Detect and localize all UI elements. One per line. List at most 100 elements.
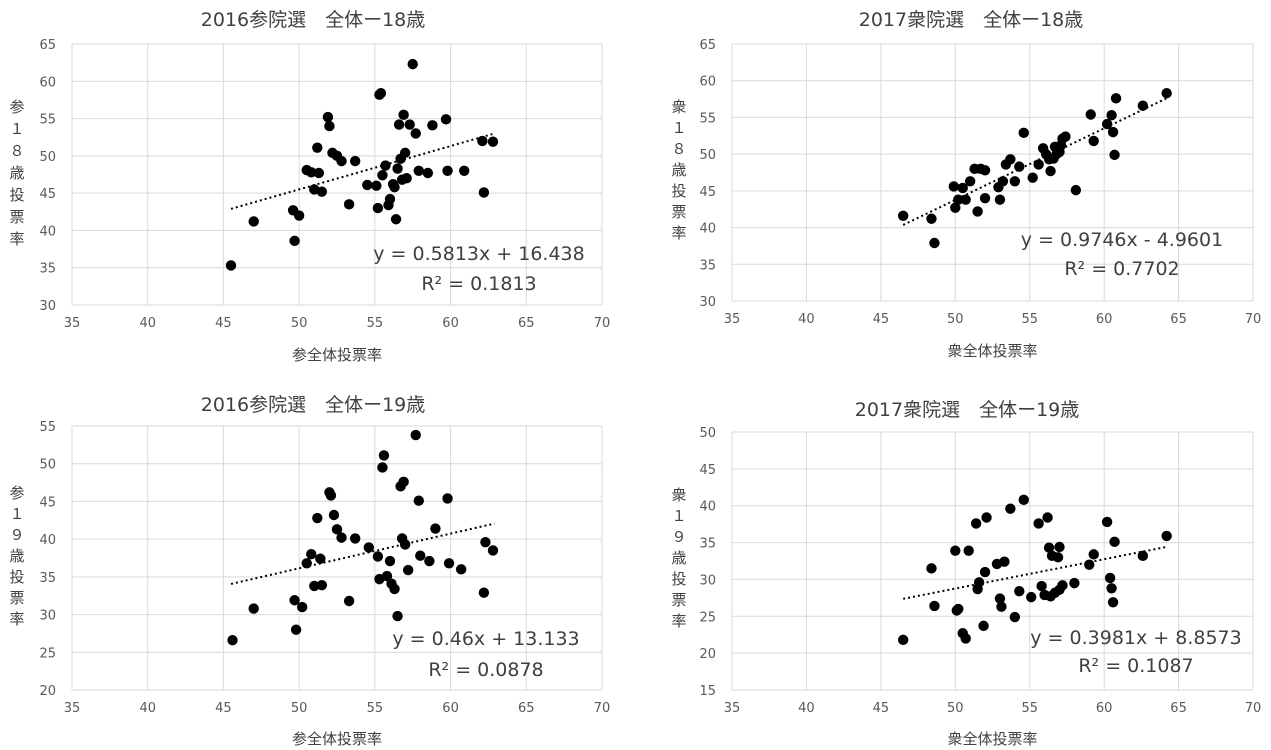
x-tick-label: 50 xyxy=(947,701,964,716)
y-tick-label: 55 xyxy=(699,111,716,126)
r-squared-label: R² = 0.7702 xyxy=(1064,258,1179,280)
x-tick-label: 45 xyxy=(873,701,890,716)
x-axis-title: 衆全体投票率 xyxy=(947,730,1037,748)
data-point xyxy=(478,187,490,198)
data-point xyxy=(950,202,961,213)
data-point xyxy=(392,163,403,174)
data-point xyxy=(1069,577,1080,589)
y-tick-label: 35 xyxy=(39,571,56,586)
data-point xyxy=(1085,109,1096,120)
y-axis-title: 参１８歳投票率 xyxy=(9,98,24,248)
data-point xyxy=(248,216,259,227)
data-point xyxy=(349,155,361,167)
data-point xyxy=(389,583,400,595)
data-point xyxy=(248,603,259,614)
data-point xyxy=(325,490,337,501)
data-point xyxy=(377,170,388,181)
data-point xyxy=(948,181,959,192)
data-point xyxy=(378,450,390,461)
x-axis-title: 参全体投票率 xyxy=(292,346,382,364)
x-tick-label: 70 xyxy=(1245,312,1262,327)
data-point xyxy=(225,260,237,271)
data-point xyxy=(999,556,1010,567)
data-point xyxy=(1110,93,1122,104)
x-tick-label: 70 xyxy=(594,701,611,716)
data-point xyxy=(487,545,499,556)
trendline-equation: y = 0.46x + 13.133 xyxy=(392,628,579,650)
y-tick-label: 45 xyxy=(699,185,716,200)
x-tick-label: 60 xyxy=(1096,312,1113,327)
y-tick-label: 65 xyxy=(699,38,716,53)
y-tick-label: 15 xyxy=(699,684,716,699)
data-point xyxy=(994,593,1006,604)
scatter-chart-2: 35 40 45 50 55 60 65 70 30 35 40 45 50 55 60 65 2017衆院選 … xyxy=(671,9,1261,360)
data-point xyxy=(336,155,347,167)
y-tick-label: 20 xyxy=(699,647,716,662)
data-point xyxy=(1005,154,1016,165)
data-point xyxy=(1033,159,1044,170)
data-point xyxy=(953,603,964,615)
data-point xyxy=(349,533,361,544)
data-point xyxy=(375,88,387,99)
data-point xyxy=(979,566,991,578)
trendline-equation: y = 0.5813x + 16.438 xyxy=(373,243,584,265)
data-point xyxy=(926,213,937,224)
data-point xyxy=(929,600,940,612)
y-tick-label: 30 xyxy=(39,609,56,624)
x-tick-label: 50 xyxy=(947,312,964,327)
data-point xyxy=(1033,518,1044,529)
x-tick-label: 35 xyxy=(724,312,741,327)
data-point xyxy=(384,193,396,205)
y-tick-label: 35 xyxy=(699,258,716,273)
data-point xyxy=(301,558,312,569)
data-point xyxy=(380,160,391,171)
data-point xyxy=(401,173,412,184)
data-point xyxy=(324,120,335,132)
data-point xyxy=(459,165,470,176)
x-tick-label: 70 xyxy=(1245,701,1262,716)
data-point xyxy=(1043,542,1055,553)
y-tick-label: 20 xyxy=(39,684,56,699)
x-tick-label: 65 xyxy=(518,316,535,331)
y-tick-label: 50 xyxy=(699,426,716,441)
data-point xyxy=(929,237,940,249)
data-point xyxy=(404,119,415,130)
data-point xyxy=(1005,503,1016,514)
y-tick-label: 35 xyxy=(699,537,716,552)
chart-title: 2017衆院選 全体ー18歳 xyxy=(859,9,1084,31)
data-point xyxy=(455,564,467,575)
data-point xyxy=(289,235,300,247)
x-tick-label: 40 xyxy=(798,312,815,327)
data-point xyxy=(1101,118,1113,130)
data-point xyxy=(398,476,409,488)
data-point xyxy=(343,199,355,210)
data-point xyxy=(331,524,343,535)
data-point xyxy=(440,114,452,125)
data-point xyxy=(309,580,320,592)
data-point xyxy=(994,194,1006,205)
trendline-equation: y = 0.3981x + 8.8573 xyxy=(1030,627,1241,649)
data-point xyxy=(1107,126,1119,138)
data-point xyxy=(1088,549,1099,560)
data-point xyxy=(1027,172,1038,183)
data-point xyxy=(1161,87,1172,99)
x-tick-label: 60 xyxy=(442,701,459,716)
data-point xyxy=(392,610,403,622)
data-point xyxy=(979,165,991,176)
data-point xyxy=(312,142,323,153)
data-point xyxy=(1084,559,1095,570)
y-tick-label: 30 xyxy=(39,299,56,314)
data-point xyxy=(897,210,909,222)
data-point xyxy=(1036,580,1047,592)
data-point xyxy=(1137,100,1149,111)
data-point xyxy=(384,555,396,567)
data-point xyxy=(402,564,414,576)
x-tick-label: 70 xyxy=(594,316,611,331)
data-point xyxy=(424,555,435,567)
data-point xyxy=(972,206,983,217)
y-tick-label: 25 xyxy=(39,646,56,661)
x-tick-label: 35 xyxy=(64,316,81,331)
data-point xyxy=(1018,127,1029,139)
data-point xyxy=(973,577,985,588)
data-point xyxy=(926,563,937,574)
